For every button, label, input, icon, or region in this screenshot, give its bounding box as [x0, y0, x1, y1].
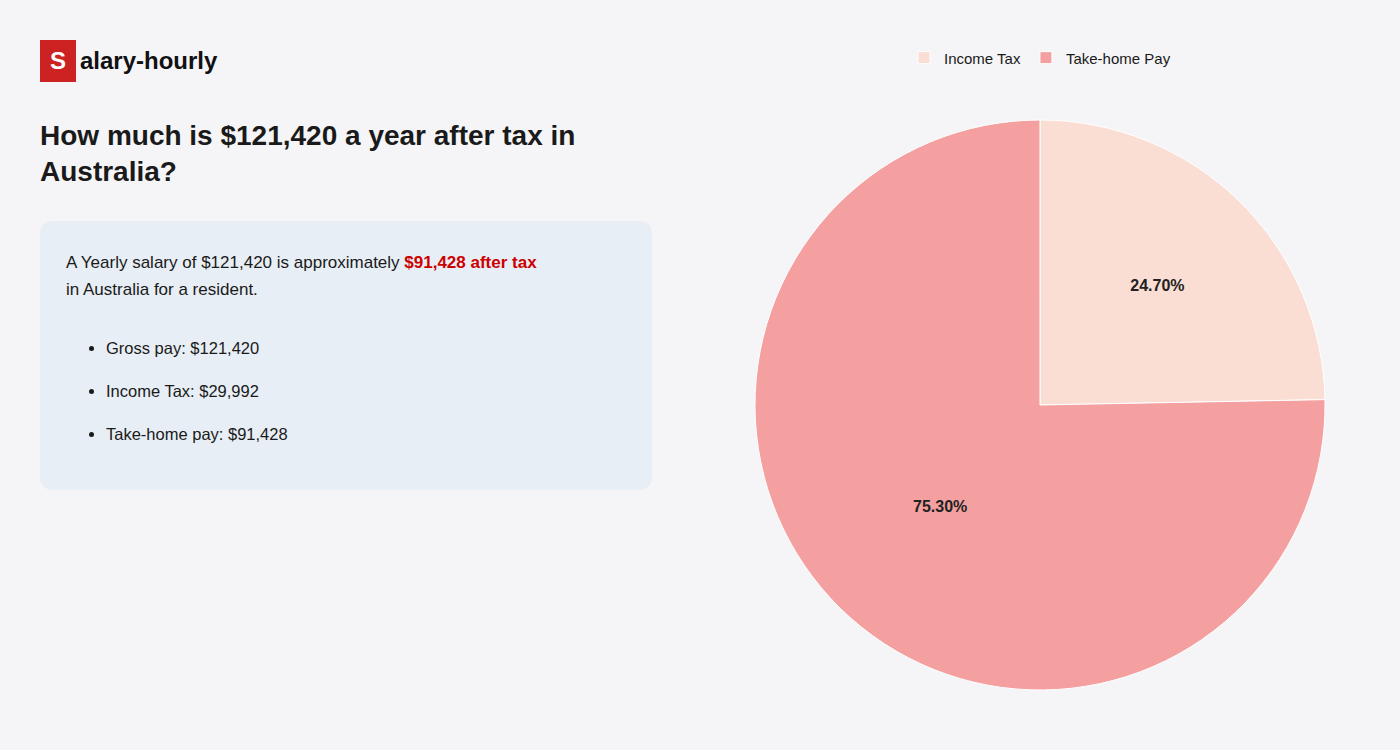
svg-text:24.70%: 24.70%	[1130, 277, 1184, 294]
html-text:S: S	[50, 47, 66, 74]
svg-text:75.30%: 75.30%	[913, 498, 967, 515]
html-text:How much is $121,420 a year af: How much is $121,420 a year after tax in…	[40, 120, 576, 188]
svg-text:Take-home Pay: Take-home Pay	[1066, 50, 1171, 67]
html-text:A Yearly salary of $121,420 is: A Yearly salary of $121,420 is approxima…	[66, 252, 537, 272]
html-text:in Australia for a resident.: in Australia for a resident.	[66, 280, 258, 299]
html-text:Take-home pay: $91,428: Take-home pay: $91,428	[106, 424, 288, 443]
html-text:alary-hourly: alary-hourly	[80, 47, 218, 74]
svg-text:Income Tax: Income Tax	[944, 50, 1021, 67]
html-text:Gross pay: $121,420: Gross pay: $121,420	[106, 339, 260, 358]
html-text:Income Tax: $29,992: Income Tax: $29,992	[106, 382, 259, 400]
